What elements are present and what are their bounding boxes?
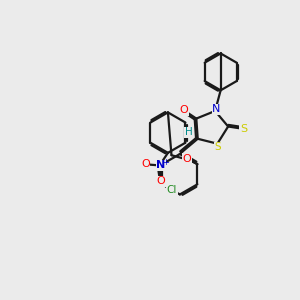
Text: Cl: Cl — [167, 185, 177, 195]
Text: -: - — [140, 157, 144, 170]
Text: O: O — [179, 105, 188, 115]
Text: S: S — [240, 124, 247, 134]
Text: +: + — [162, 158, 169, 167]
Text: H: H — [185, 127, 193, 137]
Text: N: N — [156, 160, 165, 170]
Text: O: O — [141, 159, 150, 170]
Text: O: O — [157, 176, 166, 186]
Text: O: O — [183, 154, 191, 164]
Text: S: S — [214, 142, 221, 152]
Text: N: N — [212, 104, 220, 114]
